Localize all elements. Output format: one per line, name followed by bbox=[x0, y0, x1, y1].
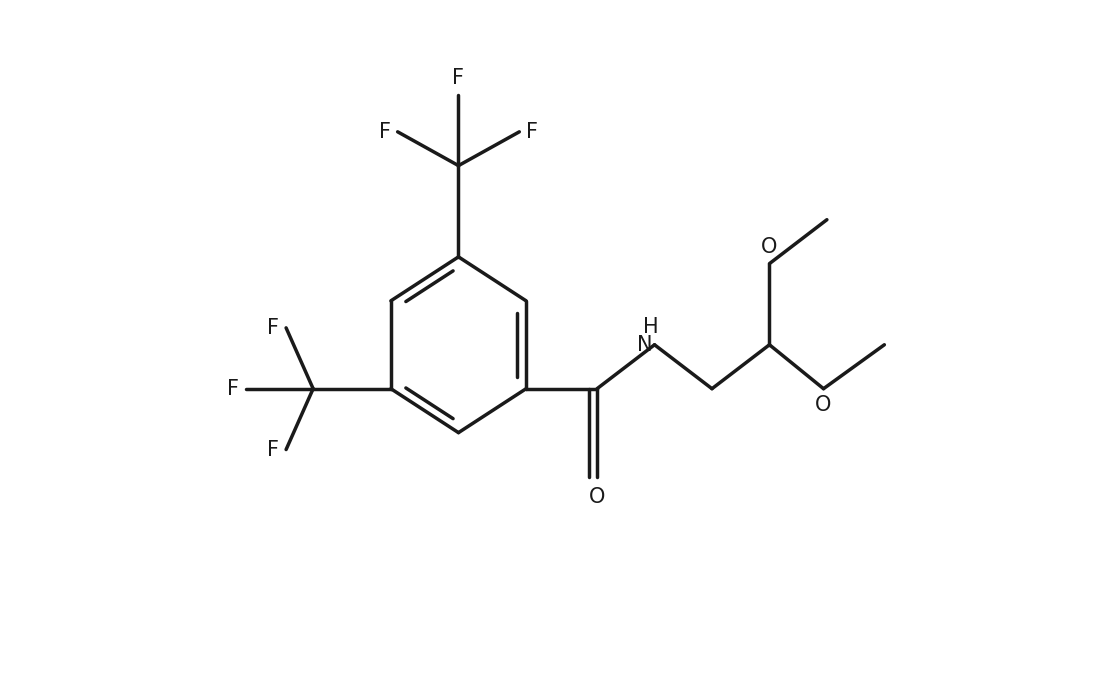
Text: F: F bbox=[227, 379, 239, 399]
Text: O: O bbox=[761, 237, 778, 257]
Text: F: F bbox=[453, 68, 464, 88]
Text: F: F bbox=[267, 318, 279, 338]
Text: O: O bbox=[816, 395, 831, 416]
Text: H: H bbox=[643, 316, 659, 337]
Text: F: F bbox=[378, 122, 391, 142]
Text: F: F bbox=[526, 122, 538, 142]
Text: O: O bbox=[589, 487, 605, 507]
Text: N: N bbox=[637, 335, 652, 355]
Text: F: F bbox=[267, 439, 279, 460]
